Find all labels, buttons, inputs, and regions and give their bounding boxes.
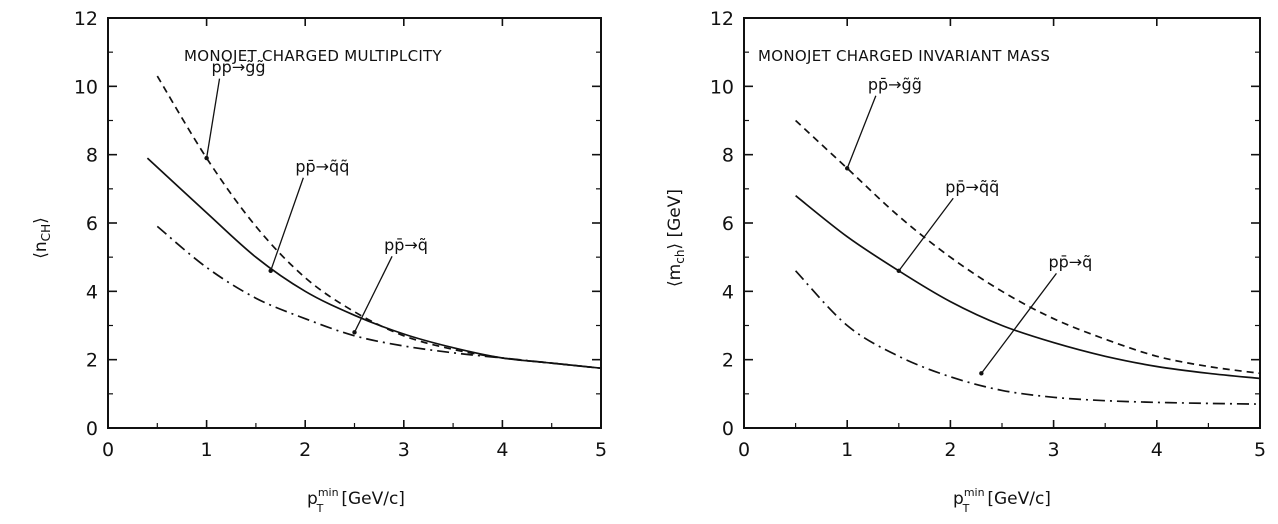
annotation-pointer — [353, 256, 393, 333]
annotation-dot — [979, 371, 984, 376]
annotation-dot — [204, 155, 209, 161]
chart-title: MONOJET CHARGED INVARIANT MASS — [758, 47, 1050, 65]
annotation-dot — [896, 268, 901, 274]
annotation-dot — [352, 330, 357, 335]
x-tick-label: 1 — [841, 439, 853, 461]
x-tick-label: 2 — [944, 439, 956, 461]
x-axis-label-unit: [GeV/c] — [987, 489, 1051, 509]
x-axis-label-sup: min — [964, 486, 985, 499]
annotation-dot — [845, 166, 850, 171]
annotation-label: pp̄→q̃q̃ — [295, 157, 349, 176]
x-axis-label-sub: T — [962, 502, 970, 515]
chart-title: MONOJET CHARGED MULTIPLCITY — [184, 47, 443, 65]
y-tick-label: 10 — [710, 76, 734, 98]
x-axis-label-sub: T — [316, 502, 324, 515]
x-tick-label: 0 — [102, 439, 114, 461]
y-tick-label: 6 — [86, 213, 98, 235]
annotation-pointer — [205, 78, 221, 159]
x-axis-label-base: p — [953, 489, 964, 509]
y-tick-label: 8 — [722, 145, 734, 167]
y-tick-label: 6 — [722, 213, 734, 235]
series-line-solid — [146, 157, 602, 370]
x-tick-label: 2 — [299, 439, 311, 461]
x-tick-label: 3 — [1048, 439, 1060, 461]
x-axis-label-sup: min — [318, 486, 339, 499]
series-line-dashed — [795, 119, 1261, 375]
annotation-pointer — [270, 177, 304, 272]
annotation-pointer — [980, 273, 1057, 374]
series-lines — [794, 119, 1261, 405]
y-tick-label: 12 — [74, 8, 98, 30]
y-axis-label-main: ⟨m — [665, 264, 685, 287]
x-tick-label: 1 — [201, 439, 213, 461]
plot-frame — [107, 17, 602, 429]
y-axis-label-close: ⟩ — [31, 217, 51, 224]
y-tick-label: 2 — [86, 350, 98, 372]
y-tick-label: 0 — [722, 418, 734, 440]
series-lines — [146, 75, 602, 370]
y-axis-label: ⟨nCH⟩ — [31, 217, 53, 258]
y-axis-label-close: ⟩ [GeV] — [665, 189, 685, 250]
y-axis-label-sub: ch — [673, 250, 687, 264]
x-axis-label: pmin T [GeV/c] — [953, 486, 1051, 515]
x-axis-label-unit: [GeV/c] — [341, 489, 405, 509]
x-tick-label: 3 — [398, 439, 410, 461]
y-tick-label: 2 — [722, 350, 734, 372]
series-line-dashdot — [794, 270, 1261, 405]
annotation-pointer — [898, 197, 954, 272]
plot-frame — [743, 17, 1261, 429]
series-line-dashdot — [156, 225, 602, 370]
annotation-label: pp̄→q̃q̃ — [945, 177, 999, 196]
y-axis-label-sub: CH — [39, 224, 53, 241]
x-tick-label: 5 — [595, 439, 607, 461]
x-tick-label: 4 — [496, 439, 508, 461]
y-tick-label: 4 — [722, 281, 734, 303]
annotation-label: pp̄→q̃ — [384, 235, 428, 254]
y-tick-label: 12 — [710, 8, 734, 30]
x-tick-label: 0 — [738, 439, 750, 461]
y-tick-label: 8 — [86, 145, 98, 167]
right-chart: MONOJET CHARGED INVARIANT MASS 0 1 2 3 4 5024… — [665, 8, 1266, 515]
annotation-label: pp̄→g̃g̃ — [212, 58, 266, 77]
y-tick-label: 4 — [86, 281, 98, 303]
left-chart: MONOJET CHARGED MULTIPLCITY 0 1 2 3 4 5024681… — [31, 8, 607, 515]
annotation-label: pp̄→q̃ — [1048, 252, 1092, 271]
annotation-pointer — [846, 95, 877, 169]
annotation-dot — [268, 268, 273, 274]
x-axis-label: pmin T [GeV/c] — [307, 486, 405, 515]
y-axis-label-main: ⟨n — [31, 241, 51, 258]
annotation-label: pp̄→g̃g̃ — [868, 75, 922, 94]
y-tick-label: 0 — [86, 418, 98, 440]
annotations: pp̄→g̃g̃ pp̄→q̃q̃ pp̄→q̃ — [204, 58, 428, 335]
x-axis-label-base: p — [307, 489, 318, 509]
x-tick-label: 4 — [1151, 439, 1163, 461]
x-tick-label: 5 — [1254, 439, 1266, 461]
y-tick-label: 10 — [74, 76, 98, 98]
annotations: pp̄→g̃g̃ pp̄→q̃q̃ pp̄→q̃ — [845, 75, 1092, 376]
y-axis-label: ⟨mch⟩ [GeV] — [665, 189, 687, 287]
series-line-solid — [795, 195, 1261, 380]
